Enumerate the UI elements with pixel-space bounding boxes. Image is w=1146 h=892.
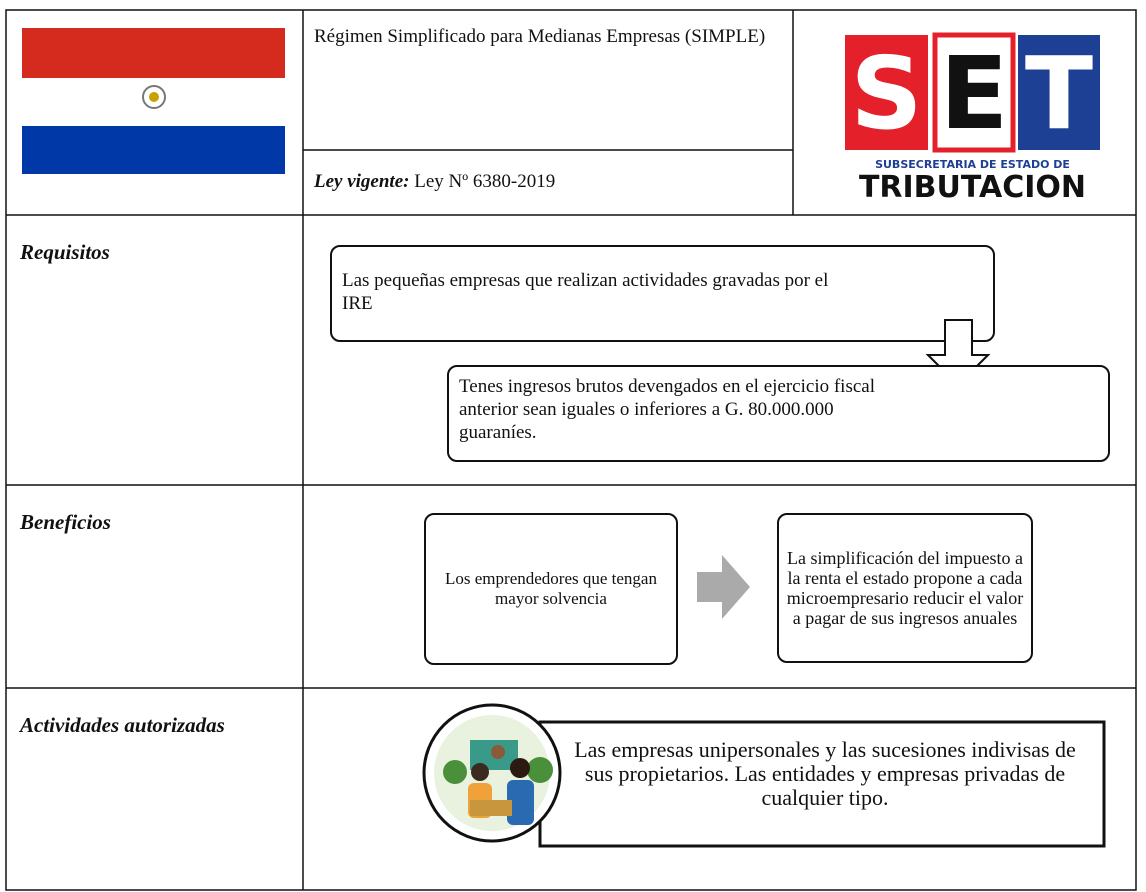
logo-letter: T — [1024, 35, 1094, 152]
logo-name: TRIBUTACION — [858, 170, 1087, 205]
row-label: Actividades autorizadas — [20, 713, 225, 737]
box-text: Tenes ingresos brutos devengados en el e… — [459, 376, 875, 443]
box-text: Las pequeñas empresas que realizan activ… — [342, 270, 829, 314]
title: Régimen Simplificado para Medianas Empre… — [314, 26, 766, 47]
box: Tenes ingresos brutos devengados en el e… — [447, 365, 1110, 462]
row-label: Beneficios — [20, 510, 111, 534]
bubble-text: Las empresas unipersonales y las sucesio… — [574, 737, 1076, 810]
logo-letter: E — [939, 35, 1009, 152]
box: Las pequeñas empresas que realizan activ… — [330, 245, 995, 342]
box-text: La simplificación del impuesto a la rent… — [786, 548, 1024, 628]
law-label: Ley vigente: — [314, 171, 410, 192]
law-value: Ley Nº 6380-2019 — [414, 171, 556, 192]
law: Ley vigente: Ley Nº 6380-2019 — [314, 170, 555, 193]
box: La simplificación del impuesto a la rent… — [777, 513, 1033, 663]
box: Los emprendedores que tengan mayor solve… — [424, 513, 678, 665]
logo-letter: S — [850, 35, 923, 152]
logo-subtitle: SUBSECRETARIA DE ESTADO DE — [875, 158, 1070, 171]
box-text: Los emprendedores que tengan mayor solve… — [445, 569, 657, 608]
row-label: Requisitos — [20, 240, 110, 264]
